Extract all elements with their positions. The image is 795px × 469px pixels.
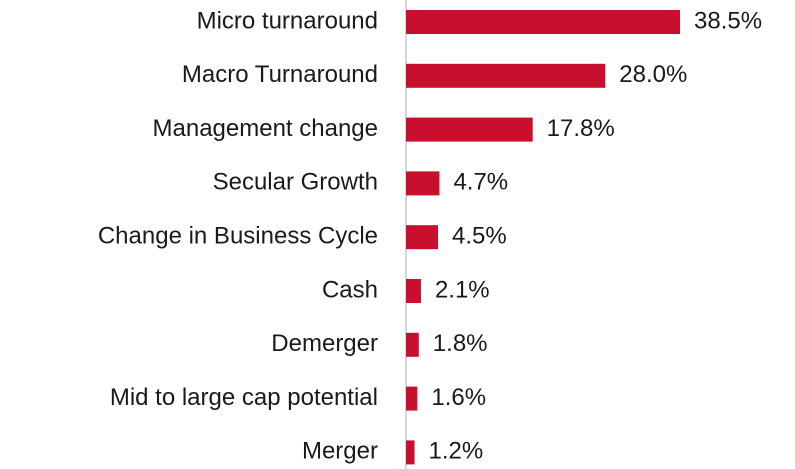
bar xyxy=(406,386,418,411)
category-label: Merger xyxy=(302,438,378,465)
bar xyxy=(406,63,606,88)
bar xyxy=(406,225,439,250)
bar xyxy=(406,332,419,357)
value-label: 4.7% xyxy=(453,169,508,196)
category-label: Micro turnaround xyxy=(197,7,378,34)
category-label: Demerger xyxy=(271,330,378,357)
value-label: 17.8% xyxy=(547,115,615,142)
category-label: Change in Business Cycle xyxy=(98,223,378,250)
value-label: 1.8% xyxy=(433,330,488,357)
value-label: 38.5% xyxy=(694,7,762,34)
value-label: 4.5% xyxy=(452,223,507,250)
bar xyxy=(406,171,440,196)
category-label: Mid to large cap potential xyxy=(110,384,378,411)
bar xyxy=(406,440,415,465)
bar xyxy=(406,279,421,303)
category-label: Macro Turnaround xyxy=(182,61,378,88)
category-label: Cash xyxy=(322,276,378,303)
bar xyxy=(406,10,680,34)
value-label: 2.1% xyxy=(435,276,490,303)
value-label: 1.2% xyxy=(429,438,484,465)
value-label: 1.6% xyxy=(431,384,486,411)
bar xyxy=(406,117,533,142)
category-label: Management change xyxy=(153,115,379,142)
category-label: Secular Growth xyxy=(213,169,378,196)
value-label: 28.0% xyxy=(619,61,687,88)
